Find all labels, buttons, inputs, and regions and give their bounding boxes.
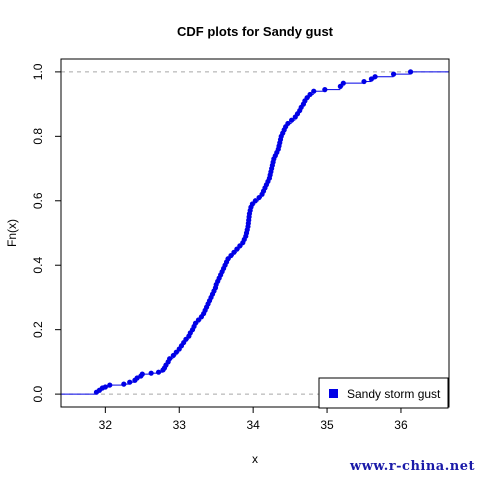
cdf-point — [407, 69, 414, 75]
cdf-point — [340, 80, 346, 86]
plot-frame — [60, 58, 450, 408]
cdf-step-line — [61, 71, 449, 395]
legend-box — [318, 377, 449, 409]
legend-swatch — [329, 389, 338, 398]
x-tick-label: 35 — [320, 418, 334, 432]
cdf-point — [167, 356, 173, 362]
legend: Sandy storm gust — [318, 377, 449, 409]
cdf-point — [307, 91, 313, 98]
chart-title: CDF plots for Sandy gust — [177, 24, 334, 39]
cdf-point — [372, 74, 378, 80]
y-tick-label: 0.8 — [31, 128, 45, 145]
cdf-point — [390, 71, 397, 77]
x-tick-label: 36 — [394, 418, 408, 432]
x-tick-label: 33 — [173, 418, 187, 432]
cdf-point — [322, 87, 328, 93]
cdf-point — [121, 381, 127, 387]
watermark-logo: www.r-china.net — [350, 459, 475, 474]
cdf-point — [361, 78, 367, 85]
y-tick-label: 0.2 — [31, 321, 45, 338]
cdf-point — [252, 198, 258, 204]
reference-lines — [61, 71, 449, 395]
cdf-point — [102, 384, 108, 390]
legend-label: Sandy storm gust — [347, 387, 441, 401]
y-axis: 0.0 0.2 0.4 0.6 0.8 1.0 — [31, 63, 61, 402]
x-axis: 32 33 34 35 36 — [99, 407, 408, 432]
cdf-point — [285, 120, 291, 127]
cdf-point — [155, 369, 162, 375]
y-tick-label: 0.6 — [31, 192, 45, 209]
cdf-point — [107, 382, 113, 388]
cdf-point — [139, 371, 145, 377]
cdf-point — [127, 379, 133, 385]
x-tick-label: 34 — [246, 418, 260, 432]
x-axis-label: x — [252, 452, 258, 466]
x-tick-label: 32 — [99, 418, 113, 432]
y-axis-label: Fn(x) — [5, 219, 19, 247]
cdf-point — [288, 117, 295, 123]
y-tick-label: 0.4 — [31, 257, 45, 274]
y-tick-label: 0.0 — [31, 385, 45, 402]
y-tick-label: 1.0 — [31, 63, 45, 80]
cdf-point — [148, 370, 154, 376]
cdf-point — [311, 88, 317, 94]
cdf-points — [93, 69, 414, 395]
